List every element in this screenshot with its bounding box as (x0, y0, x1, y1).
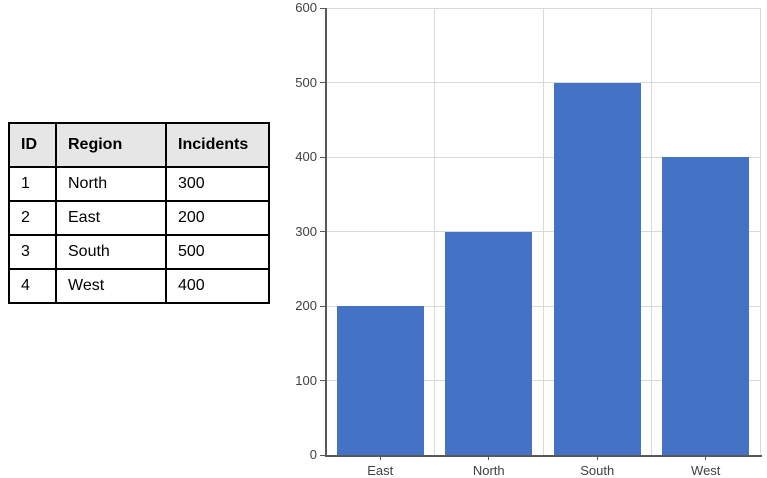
v-gridline (434, 8, 435, 455)
cell-incidents: 400 (165, 268, 270, 304)
x-axis-label: East (367, 463, 394, 478)
cell-id: 2 (8, 200, 57, 236)
column-header-incidents: Incidents (165, 122, 270, 168)
column-header-region: Region (55, 122, 167, 168)
y-axis-label: 300 (295, 223, 317, 239)
y-axis-line (325, 8, 327, 456)
y-axis-tick (320, 454, 326, 456)
x-axis-label: South (580, 463, 615, 478)
y-axis-tick (320, 380, 326, 381)
x-axis-line (325, 455, 762, 457)
x-axis-tick (488, 455, 490, 460)
incidents-table: ID Region Incidents 1 North 300 2 East 2… (8, 122, 270, 304)
cell-region: West (55, 268, 167, 304)
cell-incidents: 300 (165, 166, 270, 202)
table-row: 4 West 400 (8, 268, 270, 304)
cell-region: East (55, 200, 167, 236)
y-axis-label: 100 (295, 372, 317, 388)
v-gridline (759, 8, 761, 455)
y-axis-label: 400 (295, 149, 317, 164)
cell-incidents: 500 (165, 234, 270, 270)
v-gridline (542, 8, 544, 455)
x-axis-tick (596, 455, 598, 460)
bar-south (553, 82, 641, 455)
cell-region: North (55, 166, 167, 202)
y-axis-tick (320, 156, 326, 158)
x-axis-label: West (691, 463, 721, 478)
cell-id: 1 (8, 166, 57, 202)
x-axis-tick (379, 455, 381, 460)
column-header-id: ID (8, 122, 57, 168)
y-axis-label: 600 (295, 0, 317, 15)
table-row: 3 South 500 (8, 234, 270, 270)
table-row: 1 North 300 (8, 166, 270, 202)
y-axis-label: 200 (295, 298, 317, 313)
table-header-row: ID Region Incidents (8, 122, 270, 168)
cell-incidents: 200 (165, 200, 270, 236)
y-axis-tick (320, 82, 326, 83)
cell-id: 4 (8, 268, 57, 304)
cell-region: South (55, 234, 167, 270)
cell-id: 3 (8, 234, 57, 270)
x-axis-tick (705, 455, 707, 460)
bar-west (662, 157, 750, 455)
y-axis-tick (320, 231, 326, 232)
bar-north (445, 231, 533, 455)
y-axis-tick (320, 305, 326, 307)
v-gridline (651, 8, 652, 455)
table-row: 2 East 200 (8, 200, 270, 236)
x-axis-label: North (472, 463, 505, 478)
y-axis-label: 500 (295, 74, 317, 90)
y-axis-tick (320, 7, 326, 9)
y-axis-label: 0 (309, 447, 317, 462)
bar-east (336, 306, 424, 455)
